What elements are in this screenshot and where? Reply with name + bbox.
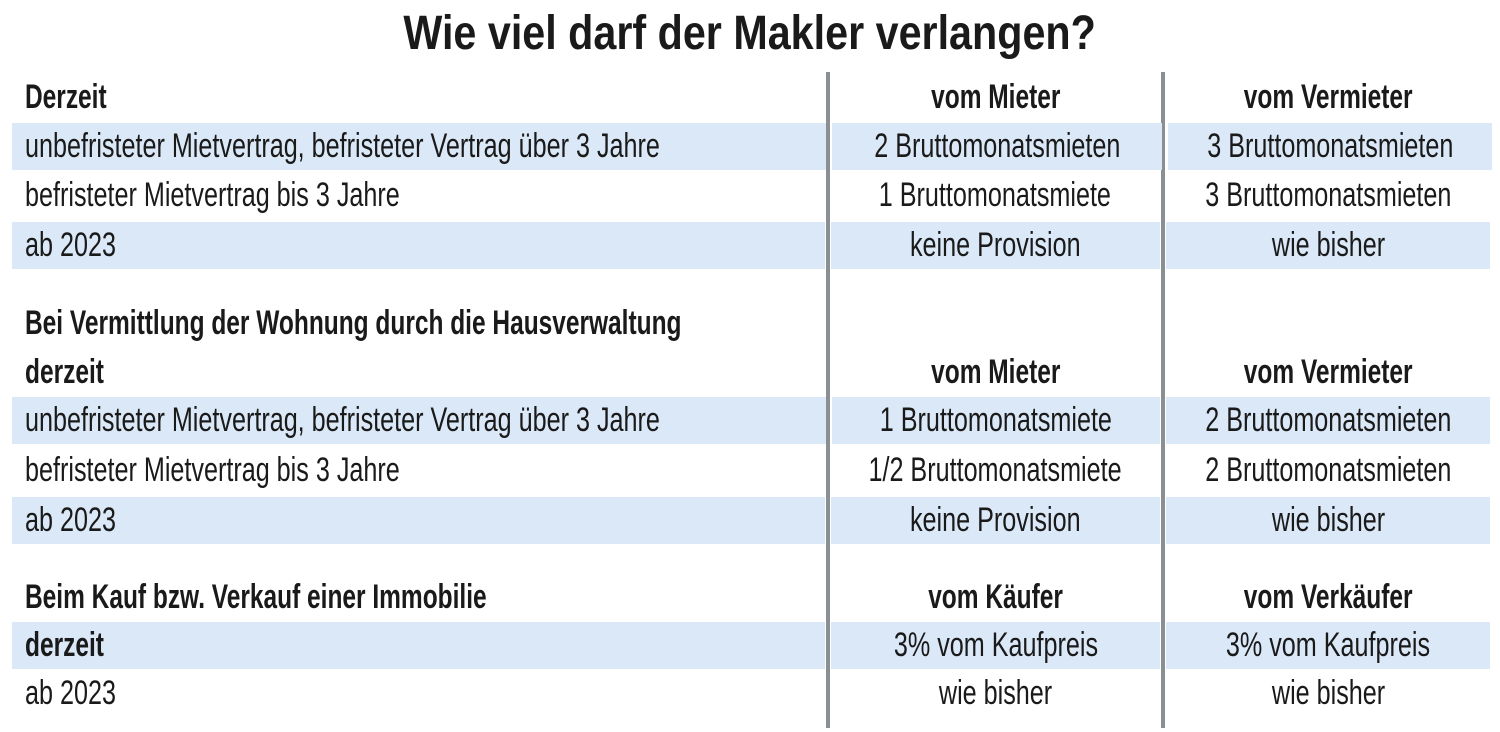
cell-landlord: wie bisher (1166, 497, 1490, 544)
table-row: derzeit 3% vom Kaufpreis 3% vom Kaufprei… (12, 622, 1490, 669)
row-label: befristeter Mietvertrag bis 3 Jahre (25, 176, 400, 214)
table-row: ab 2023 keine Provision wie bisher (12, 497, 1490, 544)
header-cell: vom Verkäufer (1243, 578, 1413, 616)
section-title: Bei Vermittlung der Wohnung durch die Ha… (25, 304, 682, 342)
cell-tenant: 1/2 Bruttomonatsmiete (868, 451, 1122, 489)
table-row: ab 2023 wie bisher wie bisher (12, 670, 1490, 717)
cell-tenant: 1 Bruttomonatsmiete (879, 176, 1112, 214)
row-label: befristeter Mietvertrag bis 3 Jahre (25, 451, 400, 489)
cell-buyer: 3% vom Kaufpreis (830, 622, 1161, 669)
page-title: Wie viel darf der Makler verlangen? (403, 7, 1097, 60)
cell-seller: wie bisher (1271, 674, 1385, 712)
header-cell: vom Vermieter (1243, 353, 1413, 391)
table-row: befristeter Mietvertrag bis 3 Jahre 1/2 … (12, 447, 1490, 494)
header-cell: vom Käufer (928, 578, 1064, 616)
cell-tenant: 1 Bruttomonatsmiete (832, 397, 1160, 444)
section-header-row: derzeit vom Mieter vom Vermieter (12, 349, 1490, 396)
cell-buyer: wie bisher (939, 674, 1053, 712)
cell-landlord: 2 Bruttomonatsmieten (1204, 451, 1452, 489)
header-cell: Beim Kauf bzw. Verkauf einer Immobilie (25, 578, 487, 616)
table-row: unbefristeter Mietvertrag, befristeter V… (12, 123, 1492, 170)
row-label: unbefristeter Mietvertrag, befristeter V… (12, 397, 826, 444)
column-divider (826, 72, 830, 728)
row-label: ab 2023 (12, 497, 825, 544)
section-title-row: Bei Vermittlung der Wohnung durch die Ha… (12, 300, 1490, 347)
section-header-row: Derzeit vom Mieter vom Vermieter (12, 74, 1490, 121)
row-label: derzeit (12, 622, 825, 669)
header-cell: vom Mieter (931, 78, 1061, 116)
row-label: ab 2023 (12, 222, 825, 269)
cell-landlord: 2 Bruttomonatsmieten (1166, 397, 1490, 444)
cell-tenant: 2 Bruttomonatsmieten (832, 123, 1162, 170)
row-label: ab 2023 (25, 674, 116, 712)
cell-seller: 3% vom Kaufpreis (1166, 622, 1490, 669)
cell-landlord: 3 Bruttomonatsmieten (1168, 123, 1492, 170)
header-cell: vom Vermieter (1243, 78, 1413, 116)
header-cell: Derzeit (25, 78, 107, 116)
cell-tenant: keine Provision (830, 497, 1161, 544)
row-label: unbefristeter Mietvertrag, befristeter V… (12, 123, 826, 170)
cell-landlord: 3 Bruttomonatsmieten (1204, 176, 1452, 214)
cell-landlord: wie bisher (1166, 222, 1490, 269)
column-divider (1161, 72, 1165, 728)
header-cell: derzeit (25, 353, 104, 391)
header-cell: vom Mieter (931, 353, 1061, 391)
table-row: ab 2023 keine Provision wie bisher (12, 222, 1490, 269)
table-row: befristeter Mietvertrag bis 3 Jahre 1 Br… (12, 172, 1490, 219)
cell-tenant: keine Provision (830, 222, 1161, 269)
table-row: unbefristeter Mietvertrag, befristeter V… (12, 397, 1490, 444)
section-header-row: Beim Kauf bzw. Verkauf einer Immobilie v… (12, 574, 1490, 621)
